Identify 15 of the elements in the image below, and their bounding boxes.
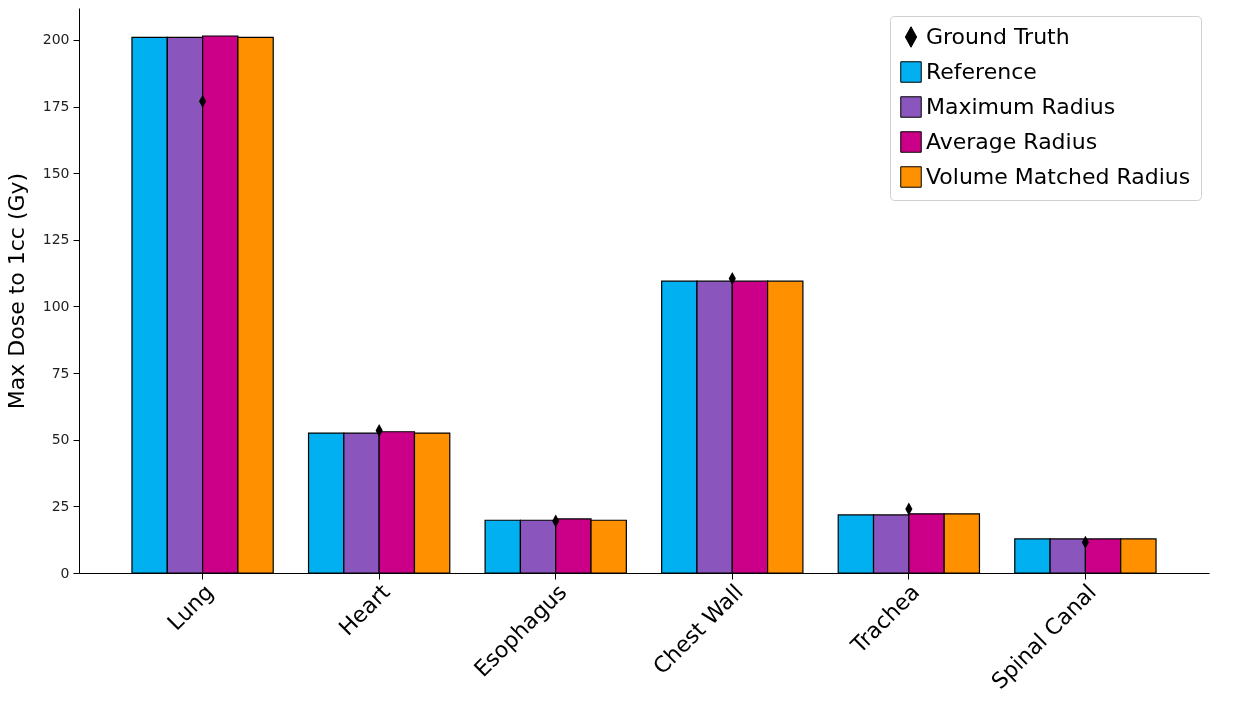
y-tick-label: 200 [42, 31, 70, 48]
y-tick-label: 125 [42, 231, 70, 248]
legend-label: Reference [926, 59, 1037, 84]
y-axis-title: Max Dose to 1cc (Gy) [3, 172, 29, 410]
y-tick-label: 175 [42, 98, 70, 115]
y-tick-label: 50 [51, 431, 70, 448]
legend-label: Ground Truth [926, 24, 1070, 49]
y-tick-label: 150 [42, 164, 70, 181]
y-tick-label: 75 [51, 364, 70, 381]
legend-label: Volume Matched Radius [926, 164, 1191, 189]
y-tick-label: 100 [42, 297, 70, 314]
y-tick-label: 0 [60, 564, 70, 581]
legend-label: Maximum Radius [926, 94, 1116, 119]
y-tick-label: 25 [51, 497, 70, 514]
legend-label: Average Radius [926, 129, 1098, 154]
